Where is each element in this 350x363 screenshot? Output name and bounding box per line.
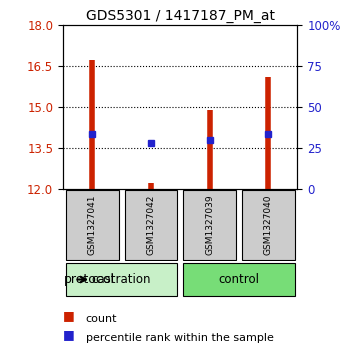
Text: GSM1327041: GSM1327041: [88, 195, 97, 255]
Text: control: control: [218, 273, 259, 286]
Text: ■: ■: [63, 309, 75, 322]
FancyBboxPatch shape: [66, 190, 119, 260]
Text: GSM1327042: GSM1327042: [146, 195, 155, 255]
Text: percentile rank within the sample: percentile rank within the sample: [86, 333, 274, 343]
Text: GSM1327039: GSM1327039: [205, 195, 214, 256]
FancyBboxPatch shape: [66, 263, 177, 296]
Title: GDS5301 / 1417187_PM_at: GDS5301 / 1417187_PM_at: [86, 9, 275, 23]
FancyBboxPatch shape: [125, 190, 177, 260]
Text: protocol: protocol: [64, 273, 115, 286]
FancyBboxPatch shape: [183, 190, 236, 260]
FancyBboxPatch shape: [242, 190, 295, 260]
FancyBboxPatch shape: [183, 263, 295, 296]
Text: GSM1327040: GSM1327040: [264, 195, 273, 255]
Text: count: count: [86, 314, 117, 325]
Text: ■: ■: [63, 327, 75, 340]
Text: castration: castration: [92, 273, 151, 286]
